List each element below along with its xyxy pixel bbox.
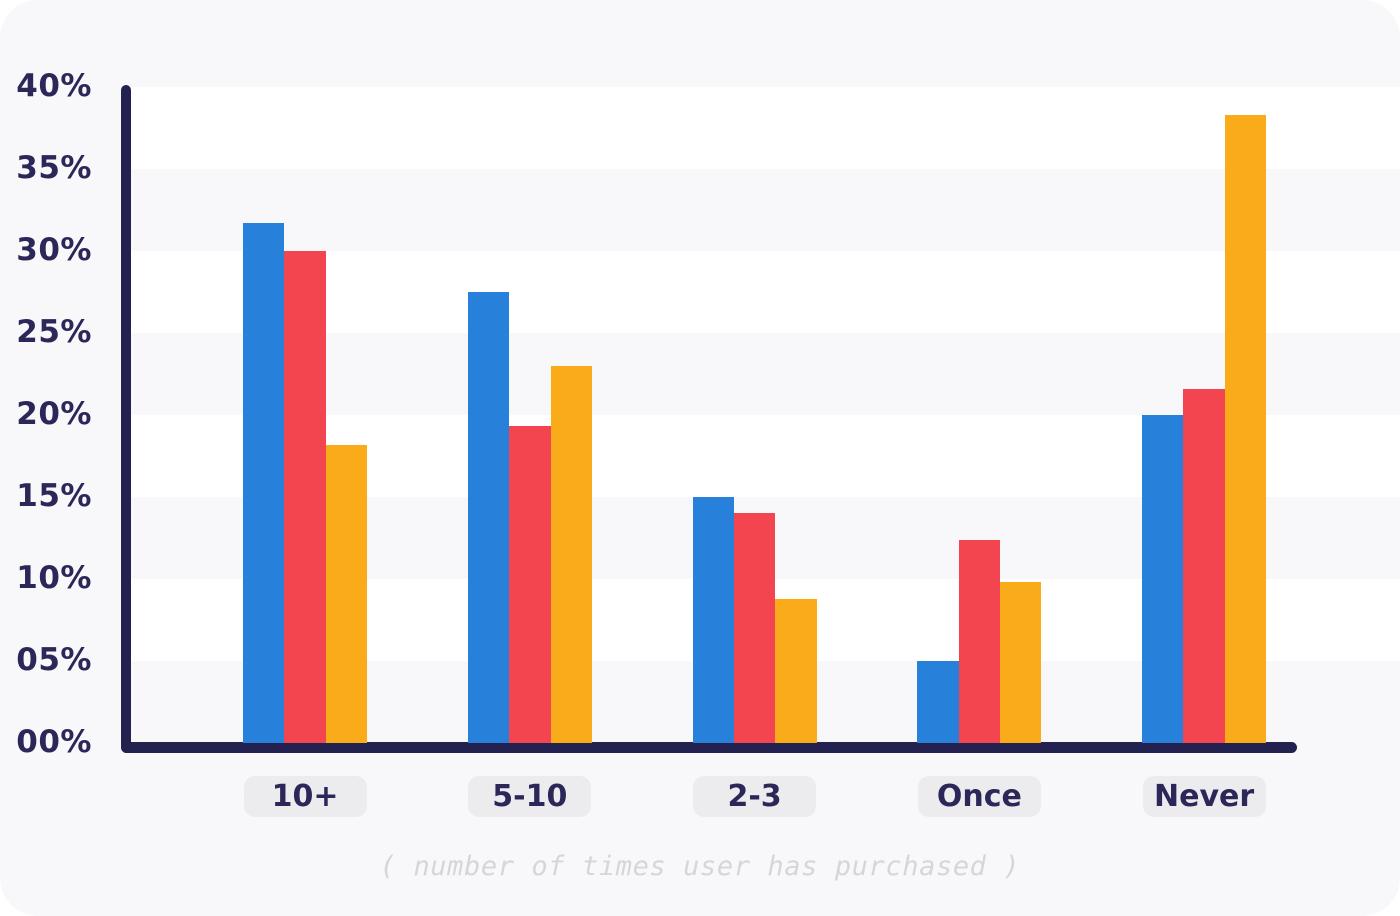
bar-blue-10+ xyxy=(243,223,285,743)
x-tick-pill-Never: Never xyxy=(1142,776,1266,817)
y-tick-label: 35% xyxy=(16,150,92,186)
bar-red-2-3 xyxy=(733,513,776,743)
bar-red-10+ xyxy=(284,251,326,743)
grid-band xyxy=(131,87,1400,169)
y-axis-line xyxy=(121,85,131,753)
bar-blue-Once xyxy=(917,661,959,743)
bar-red-5-10 xyxy=(509,426,551,743)
bar-orange-Never xyxy=(1224,114,1267,743)
y-tick-label: 15% xyxy=(16,478,92,514)
bar-orange-2-3 xyxy=(775,598,817,743)
bar-orange-10+ xyxy=(325,444,368,743)
y-tick-label: 25% xyxy=(16,314,92,350)
x-tick-pill-2-3: 2-3 xyxy=(693,776,817,817)
axis-caption: ( number of times user has purchased ) xyxy=(379,851,1021,882)
y-tick-label: 05% xyxy=(16,642,92,678)
bar-red-Never xyxy=(1183,388,1225,743)
bar-orange-5-10 xyxy=(550,365,592,743)
y-tick-label: 20% xyxy=(16,396,92,432)
grid-band xyxy=(131,251,1400,333)
x-tick-pill-Once: Once xyxy=(917,776,1041,817)
y-tick-label: 40% xyxy=(16,68,92,104)
x-axis-line xyxy=(121,742,1297,753)
x-tick-pill-5-10: 5-10 xyxy=(468,776,592,817)
bar-blue-Never xyxy=(1142,415,1184,743)
bar-blue-2-3 xyxy=(692,497,734,743)
bar-blue-5-10 xyxy=(467,292,510,743)
y-tick-label: 10% xyxy=(16,560,92,596)
x-tick-pill-10+: 10+ xyxy=(243,776,367,817)
y-tick-label: 30% xyxy=(16,232,92,268)
bar-orange-Once xyxy=(1000,582,1042,743)
bar-red-Once xyxy=(958,539,1001,743)
y-tick-label: 00% xyxy=(16,724,92,760)
